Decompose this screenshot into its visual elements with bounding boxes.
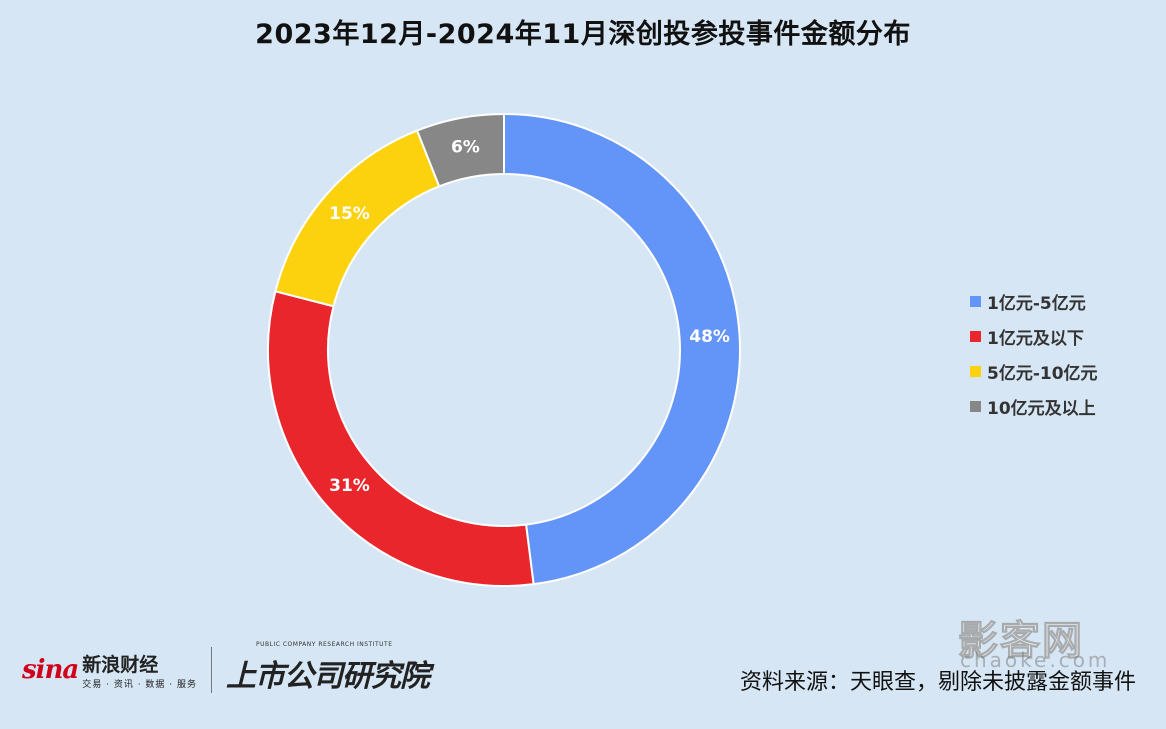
slice-label: 6% [451, 138, 480, 158]
legend-label: 1亿元及以下 [987, 328, 1084, 349]
legend-item: 10亿元及以上 [970, 393, 1098, 419]
sina-brand: 新浪财经 交易 · 资讯 · 数据 · 服务 [82, 650, 197, 690]
legend-label: 1亿元-5亿元 [987, 293, 1086, 314]
institute-logo: PUBLIC COMPANY RESEARCH INSTITUTE 上市公司研究… [226, 641, 430, 695]
legend-label: 5亿元-10亿元 [987, 363, 1098, 384]
sina-tagline: 交易 · 资讯 · 数据 · 服务 [82, 680, 198, 690]
legend-item: 1亿元-5亿元 [970, 288, 1098, 314]
chart-title: 2023年12月-2024年11月深创投参投事件金额分布 [255, 19, 911, 50]
donut-slice [415, 112, 505, 188]
legend-swatch [970, 400, 981, 412]
sina-logo: sina [22, 655, 79, 685]
legend-swatch [970, 330, 981, 342]
legend-label: 10亿元及以上 [987, 398, 1096, 419]
donut-slice [267, 290, 535, 587]
legend-swatch [970, 295, 981, 307]
slice-label: 31% [329, 476, 370, 496]
legend: 1亿元-5亿元 1亿元及以下 5亿元-10亿元 10亿元及以上 [970, 288, 1098, 428]
institute-english: PUBLIC COMPANY RESEARCH INSTITUTE [256, 641, 393, 648]
legend-item: 5亿元-10亿元 [970, 358, 1098, 384]
footer-logos: sina 新浪财经 交易 · 资讯 · 数据 · 服务 PUBLIC COMPA… [22, 641, 430, 695]
slice-label: 15% [329, 204, 370, 224]
legend-item: 1亿元及以下 [970, 323, 1098, 349]
sina-name: 新浪财经 [82, 654, 159, 676]
institute-name: 上市公司研究院 [226, 659, 430, 694]
watermark-sub: chaoke.com [960, 648, 1111, 672]
source-note: 资料来源：天眼查，剔除未披露金额事件 [739, 670, 1136, 695]
donut-slice [503, 112, 741, 586]
watermark: 影客网 [958, 618, 1084, 665]
slice-label: 48% [689, 327, 730, 347]
logo-divider [211, 647, 213, 693]
legend-swatch [970, 365, 981, 377]
